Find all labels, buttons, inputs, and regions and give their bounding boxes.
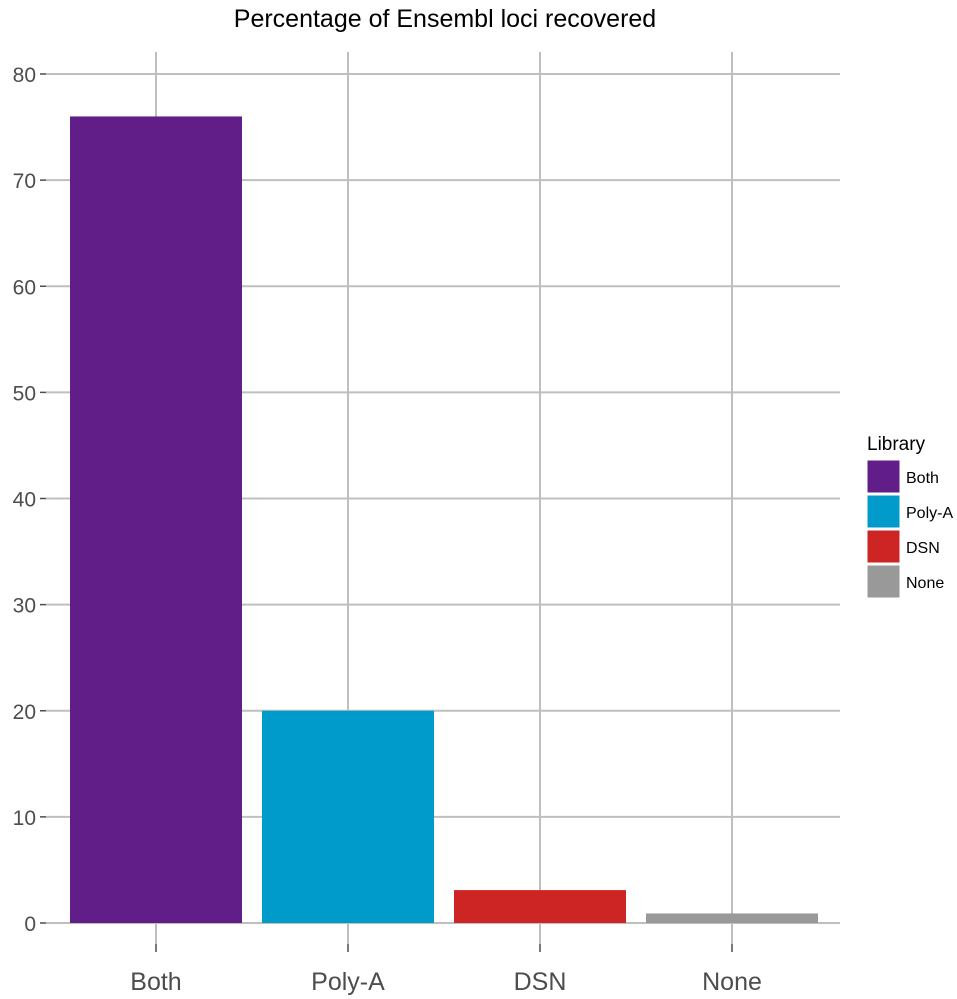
x-tick-label: Both [130, 968, 181, 996]
legend-swatch-both [866, 459, 901, 494]
legend-swatch-none [866, 564, 901, 599]
y-tick-label: 50 [13, 382, 36, 405]
bars [70, 116, 818, 923]
y-tick-label: 0 [24, 913, 36, 936]
bar-dsn [454, 890, 626, 923]
legend-label: None [906, 575, 944, 592]
y-tick-label: 20 [13, 701, 36, 724]
x-tick-label: Poly-A [311, 968, 385, 996]
legend-swatch-poly-a [866, 494, 901, 529]
legend-label: Both [906, 470, 939, 487]
axis-ticks [40, 73, 733, 952]
y-tick-label: 30 [13, 595, 36, 618]
legend-label: DSN [906, 540, 940, 557]
x-tick-label: DSN [514, 968, 567, 996]
y-tick-label: 60 [13, 276, 36, 299]
legend-title: Library [867, 434, 926, 455]
y-tick-label: 40 [13, 489, 36, 512]
y-tick-label: 10 [13, 807, 36, 830]
chart-title: Percentage of Ensembl loci recovered [234, 5, 656, 33]
legend-swatch-dsn [866, 529, 901, 564]
bar-none [646, 913, 818, 923]
legend: Library Both Poly-A DSN None [866, 434, 953, 599]
legend-label: Poly-A [906, 505, 953, 522]
bar-poly-a [262, 710, 434, 923]
y-tick-label: 70 [13, 170, 36, 193]
y-tick-labels: 0 10 20 30 40 50 60 70 80 [13, 64, 36, 936]
x-tick-labels: Both Poly-A DSN None [130, 968, 762, 996]
bar-both [70, 116, 242, 923]
y-tick-label: 80 [13, 64, 36, 87]
x-tick-label: None [702, 968, 762, 996]
